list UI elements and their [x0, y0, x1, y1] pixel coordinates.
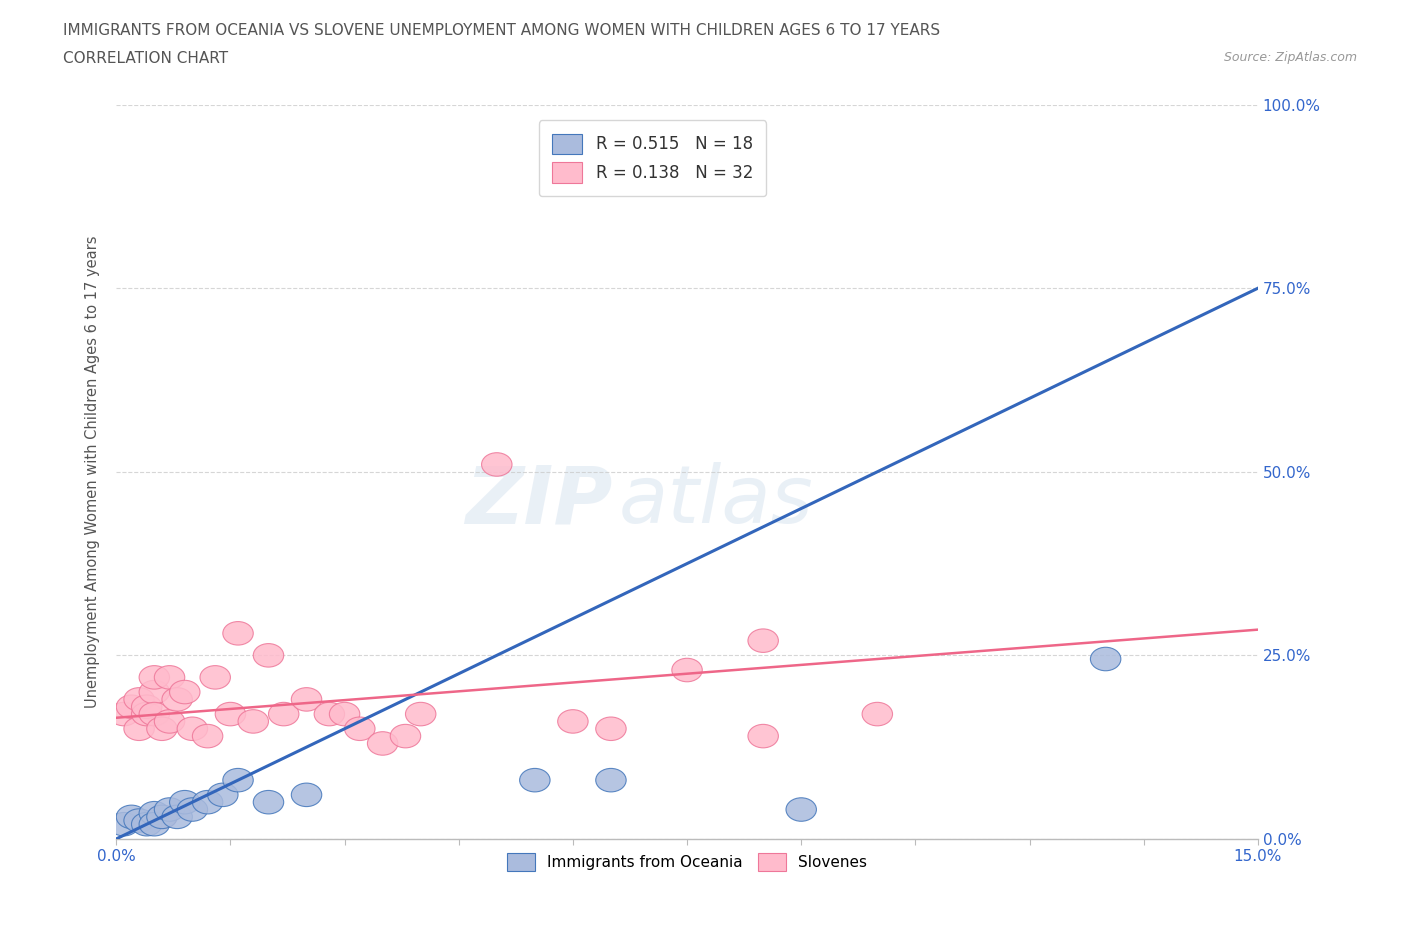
- Ellipse shape: [139, 681, 170, 704]
- Ellipse shape: [405, 702, 436, 725]
- Ellipse shape: [1091, 647, 1121, 671]
- Ellipse shape: [139, 702, 170, 725]
- Ellipse shape: [146, 805, 177, 829]
- Ellipse shape: [291, 687, 322, 711]
- Ellipse shape: [672, 658, 702, 682]
- Ellipse shape: [193, 724, 222, 748]
- Ellipse shape: [253, 644, 284, 667]
- Ellipse shape: [162, 805, 193, 829]
- Text: atlas: atlas: [619, 462, 813, 540]
- Ellipse shape: [155, 798, 184, 821]
- Ellipse shape: [208, 783, 238, 806]
- Text: Source: ZipAtlas.com: Source: ZipAtlas.com: [1223, 51, 1357, 64]
- Ellipse shape: [344, 717, 375, 740]
- Ellipse shape: [170, 790, 200, 814]
- Ellipse shape: [139, 813, 170, 836]
- Legend: Immigrants from Oceania, Slovenes: Immigrants from Oceania, Slovenes: [499, 845, 875, 879]
- Ellipse shape: [786, 798, 817, 821]
- Ellipse shape: [132, 813, 162, 836]
- Ellipse shape: [117, 695, 146, 719]
- Ellipse shape: [132, 695, 162, 719]
- Ellipse shape: [596, 768, 626, 792]
- Ellipse shape: [367, 732, 398, 755]
- Ellipse shape: [748, 629, 779, 653]
- Ellipse shape: [558, 710, 588, 733]
- Ellipse shape: [862, 702, 893, 725]
- Ellipse shape: [170, 681, 200, 704]
- Ellipse shape: [177, 717, 208, 740]
- Y-axis label: Unemployment Among Women with Children Ages 6 to 17 years: Unemployment Among Women with Children A…: [86, 235, 100, 708]
- Text: CORRELATION CHART: CORRELATION CHART: [63, 51, 228, 66]
- Ellipse shape: [155, 710, 184, 733]
- Ellipse shape: [329, 702, 360, 725]
- Ellipse shape: [146, 717, 177, 740]
- Ellipse shape: [124, 687, 155, 711]
- Ellipse shape: [215, 702, 246, 725]
- Ellipse shape: [482, 453, 512, 476]
- Ellipse shape: [238, 710, 269, 733]
- Ellipse shape: [520, 768, 550, 792]
- Ellipse shape: [177, 798, 208, 821]
- Ellipse shape: [200, 666, 231, 689]
- Ellipse shape: [146, 805, 177, 829]
- Ellipse shape: [222, 768, 253, 792]
- Ellipse shape: [193, 790, 222, 814]
- Ellipse shape: [253, 790, 284, 814]
- Ellipse shape: [596, 717, 626, 740]
- Ellipse shape: [269, 702, 299, 725]
- Text: IMMIGRANTS FROM OCEANIA VS SLOVENE UNEMPLOYMENT AMONG WOMEN WITH CHILDREN AGES 6: IMMIGRANTS FROM OCEANIA VS SLOVENE UNEMP…: [63, 23, 941, 38]
- Ellipse shape: [314, 702, 344, 725]
- Ellipse shape: [162, 687, 193, 711]
- Ellipse shape: [108, 813, 139, 836]
- Ellipse shape: [139, 802, 170, 825]
- Ellipse shape: [117, 805, 146, 829]
- Ellipse shape: [124, 809, 155, 832]
- Ellipse shape: [139, 666, 170, 689]
- Text: ZIP: ZIP: [465, 462, 613, 540]
- Ellipse shape: [132, 702, 162, 725]
- Ellipse shape: [108, 702, 139, 725]
- Ellipse shape: [748, 724, 779, 748]
- Ellipse shape: [155, 666, 184, 689]
- Ellipse shape: [124, 717, 155, 740]
- Ellipse shape: [391, 724, 420, 748]
- Ellipse shape: [222, 621, 253, 645]
- Ellipse shape: [291, 783, 322, 806]
